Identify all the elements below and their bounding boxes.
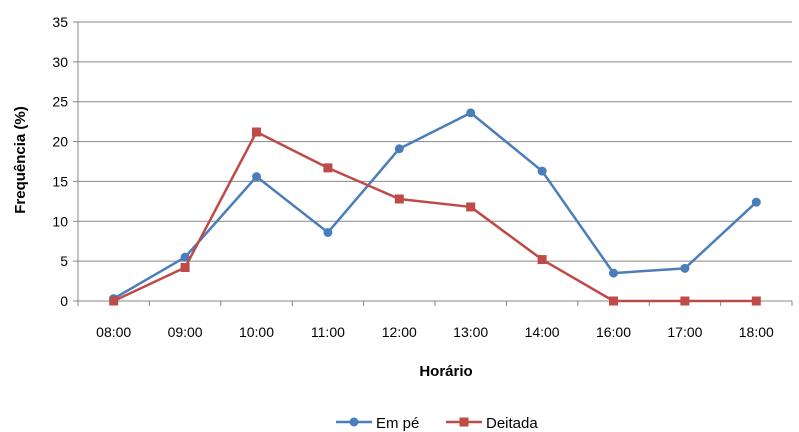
y-tick-label: 30 (52, 54, 68, 70)
data-point (323, 163, 333, 173)
x-tick-label: 18:00 (739, 324, 774, 340)
data-point (466, 108, 476, 118)
x-tick-label: 17:00 (667, 324, 702, 340)
x-tick-label: 12:00 (382, 324, 417, 340)
data-point (751, 197, 761, 207)
legend: Em pé Deitada (336, 415, 538, 432)
legend-item: Em pé (336, 415, 419, 432)
legend-marker (459, 417, 469, 427)
data-point (537, 166, 547, 176)
data-point (252, 127, 261, 137)
x-tick-label: 10:00 (239, 324, 274, 340)
series-deitada (109, 127, 761, 306)
x-axis-title: Horário (419, 363, 472, 380)
x-tick-label: 11:00 (311, 324, 345, 340)
series-line (113, 111, 758, 300)
data-point (751, 296, 761, 306)
y-tick-label: 10 (52, 213, 68, 229)
x-tick-label: 08:00 (96, 324, 131, 340)
data-point (680, 296, 690, 306)
data-point (109, 296, 119, 306)
y-tick-label: 20 (52, 134, 68, 150)
gridlines (78, 21, 792, 262)
series-line (113, 130, 757, 303)
x-tick-label: 14:00 (525, 324, 560, 340)
legend-item: Deitada (446, 415, 538, 432)
y-tick-label: 35 (52, 14, 68, 30)
data-point (537, 255, 547, 265)
data-point (394, 194, 404, 204)
data-point (323, 227, 333, 237)
legend-label: Em pé (376, 415, 419, 432)
data-point (252, 172, 261, 182)
y-tick-labels: 0 5 10 15 20 25 30 35 (52, 14, 68, 309)
data-point (180, 252, 190, 262)
legend-label: Deitada (486, 415, 538, 432)
x-tick-label: 09:00 (168, 324, 203, 340)
x-tick-label: 13:00 (453, 324, 488, 340)
data-series (109, 108, 761, 306)
data-point (180, 263, 190, 273)
y-axis-title: Frequência (%) (12, 106, 29, 214)
data-point (394, 144, 404, 154)
x-tick-label: 16:00 (596, 324, 631, 340)
data-point (609, 268, 618, 278)
data-point (466, 202, 476, 212)
y-tick-label: 5 (60, 253, 68, 269)
legend-marker (349, 417, 359, 427)
y-tick-label: 25 (52, 94, 68, 110)
data-point (609, 296, 618, 306)
x-tick-labels: 08:00 09:00 10:00 11:00 12:00 13:00 14:00 16:00… (96, 324, 774, 340)
y-tick-label: 15 (52, 173, 68, 189)
data-point (680, 263, 690, 273)
series-em-pe (109, 108, 761, 304)
y-tick-label: 0 (60, 293, 68, 309)
